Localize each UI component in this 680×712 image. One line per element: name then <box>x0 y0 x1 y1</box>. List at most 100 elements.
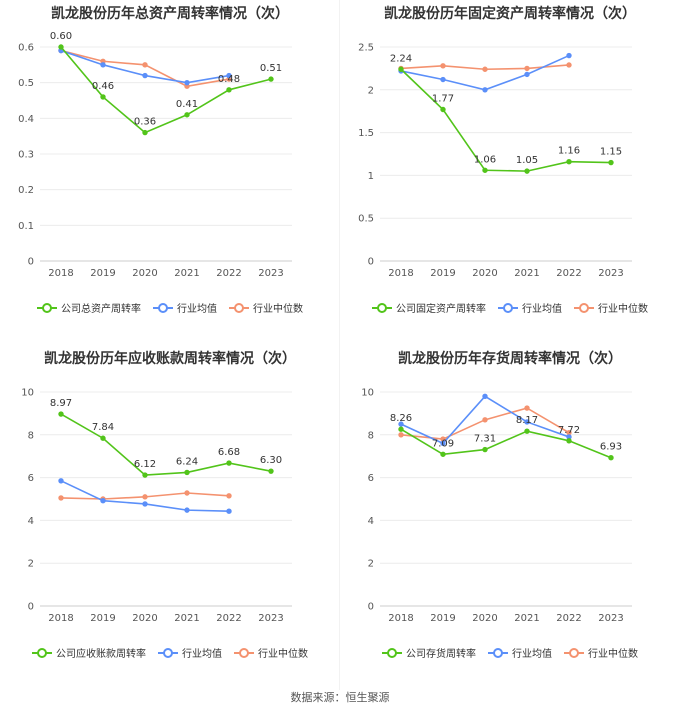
legend-item-industry-mean[interactable]: 行业均值 <box>488 645 552 660</box>
data-label: 2.24 <box>390 53 412 64</box>
data-point <box>524 419 530 425</box>
data-point <box>482 66 488 72</box>
data-point <box>226 460 232 466</box>
legend-label: 行业均值 <box>182 649 222 660</box>
data-point <box>268 468 274 474</box>
data-point <box>100 94 106 100</box>
data-point <box>184 469 190 476</box>
legend-item-industry-mean[interactable]: 行业均值 <box>153 300 217 315</box>
data-point <box>524 428 530 434</box>
data-point <box>184 112 190 118</box>
chart-legend: 公司总资产周转率 行业均值 行业中位数 <box>0 300 340 315</box>
legend-line-icon <box>153 302 173 313</box>
chart-title: 凯龙股份历年应收账款周转率情况（次） <box>44 351 296 367</box>
series-line-company <box>400 68 612 172</box>
data-point <box>142 472 148 478</box>
legend-item-industry-median[interactable]: 行业中位数 <box>234 645 308 660</box>
data-point <box>58 495 64 501</box>
data-point <box>58 411 64 417</box>
data-point <box>226 72 232 79</box>
legend-line-icon <box>382 647 402 658</box>
chart-plot: 0 2 4 6 8 10 2018 2019 2020 2021 2022 2023 8.26 7.09 7… <box>361 388 632 624</box>
x-tick-label: 2020 <box>132 268 157 279</box>
legend-line-icon <box>488 647 508 658</box>
legend-label: 行业中位数 <box>588 649 638 660</box>
x-tick-label: 2022 <box>556 613 581 624</box>
y-tick-label: 0 <box>368 602 374 613</box>
x-tick-label: 2023 <box>258 268 283 279</box>
data-label: 7.09 <box>432 438 454 449</box>
y-tick-label: 1.5 <box>358 128 374 139</box>
legend-item-industry-median[interactable]: 行业中位数 <box>564 645 638 660</box>
series-line-company <box>60 46 272 134</box>
data-label: 6.24 <box>176 456 198 467</box>
legend-line-icon <box>574 302 594 313</box>
chart-title: 凯龙股份历年固定资产周转率情况（次） <box>384 6 636 22</box>
data-point <box>398 426 404 432</box>
data-label: 8.97 <box>50 398 72 409</box>
legend-item-industry-median[interactable]: 行业中位数 <box>574 300 648 315</box>
legend-label: 行业中位数 <box>253 304 303 315</box>
legend-item-company[interactable]: 公司固定资产周转率 <box>372 300 486 315</box>
data-point <box>184 507 190 513</box>
chart-legend: 公司固定资产周转率 行业均值 行业中位数 <box>340 300 680 315</box>
legend-item-industry-mean[interactable]: 行业均值 <box>498 300 562 315</box>
data-point <box>566 159 572 165</box>
legend-label: 公司总资产周转率 <box>61 304 141 315</box>
x-tick-label: 2018 <box>388 268 413 279</box>
y-tick-label: 10 <box>361 388 374 399</box>
data-label: 6.12 <box>134 459 156 470</box>
data-point <box>440 106 446 113</box>
legend-line-icon <box>564 647 584 658</box>
y-tick-label: 4 <box>368 516 374 527</box>
data-label: 0.41 <box>176 99 198 110</box>
data-point <box>226 508 232 514</box>
data-point <box>524 71 530 78</box>
x-tick-label: 2019 <box>430 268 455 279</box>
x-tick-label: 2019 <box>90 613 115 624</box>
data-label: 1.06 <box>474 154 496 165</box>
data-point <box>100 435 106 441</box>
legend-label: 行业中位数 <box>258 649 308 660</box>
x-tick-label: 2022 <box>216 613 241 624</box>
legend-label: 行业均值 <box>522 304 562 315</box>
chart-panel-fixed-asset-turnover: 凯龙股份历年固定资产周转率情况（次） 0 0.5 1 1.5 2 2.5 2018 2019 2… <box>340 0 680 345</box>
x-tick-label: 2021 <box>174 613 199 624</box>
y-tick-label: 0.5 <box>18 78 34 89</box>
x-tick-label: 2022 <box>216 268 241 279</box>
data-point <box>524 65 530 72</box>
y-tick-label: 2 <box>368 85 374 96</box>
data-point <box>566 438 572 444</box>
data-label: 8.26 <box>390 413 412 424</box>
data-point <box>440 451 446 457</box>
data-label: 0.46 <box>92 81 114 92</box>
legend-line-icon <box>37 302 57 313</box>
data-label: 7.72 <box>558 425 580 436</box>
data-label: 7.84 <box>92 422 114 433</box>
x-tick-label: 2018 <box>48 613 73 624</box>
legend-label: 公司应收账款周转率 <box>56 649 146 660</box>
data-point <box>440 76 446 83</box>
legend-item-industry-mean[interactable]: 行业均值 <box>158 645 222 660</box>
data-label: 6.30 <box>260 455 282 466</box>
y-tick-label: 0.6 <box>18 43 34 54</box>
y-tick-label: 0.1 <box>18 221 34 232</box>
x-tick-label: 2020 <box>472 613 497 624</box>
x-tick-label: 2019 <box>430 613 455 624</box>
data-point <box>482 417 488 423</box>
data-point <box>58 478 64 484</box>
y-tick-label: 8 <box>28 430 34 441</box>
legend-item-industry-median[interactable]: 行业中位数 <box>229 300 303 315</box>
y-tick-label: 2 <box>368 559 374 570</box>
data-point <box>142 501 148 507</box>
panel-divider <box>339 0 340 690</box>
legend-label: 公司固定资产周转率 <box>396 304 486 315</box>
legend-item-company[interactable]: 公司总资产周转率 <box>37 300 141 315</box>
x-tick-label: 2021 <box>514 268 539 279</box>
legend-line-icon <box>158 647 178 658</box>
legend-line-icon <box>234 647 254 658</box>
x-tick-label: 2023 <box>598 613 623 624</box>
legend-item-company[interactable]: 公司应收账款周转率 <box>32 645 146 660</box>
data-point <box>608 159 614 166</box>
legend-item-company[interactable]: 公司存货周转率 <box>382 645 476 660</box>
